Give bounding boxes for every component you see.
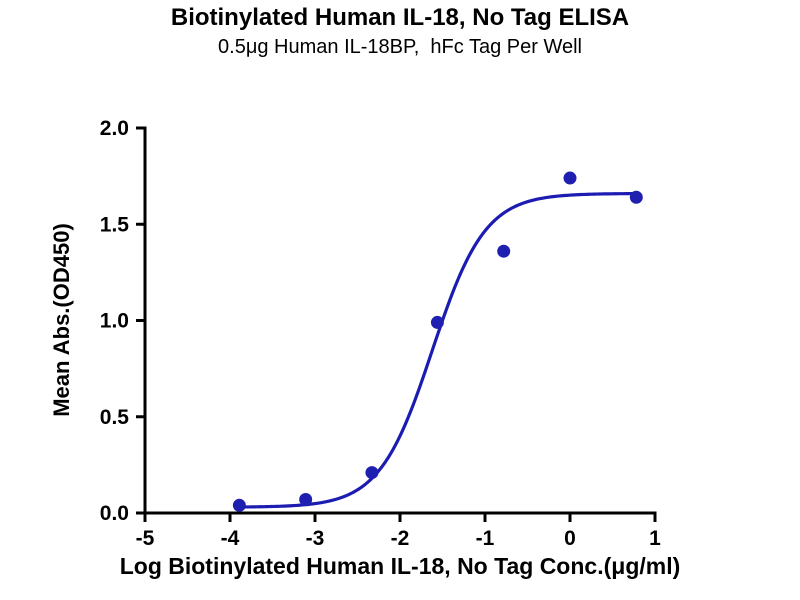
x-tick-label: 1: [649, 527, 661, 550]
x-axis-label: Log Biotinylated Human IL-18, No Tag Con…: [119, 553, 681, 579]
chart-title: Biotinylated Human IL-18, No Tag ELISA: [170, 4, 630, 31]
y-tick-label: 1.0: [100, 310, 129, 333]
y-tick-label: 0.5: [100, 406, 130, 429]
y-tick-label: 1.5: [100, 213, 130, 236]
y-tick-label: 2.0: [100, 117, 129, 140]
x-tick-label: -5: [136, 527, 155, 550]
fit-curve: [239, 191, 637, 509]
data-point: [232, 498, 246, 512]
data-point: [430, 315, 444, 329]
data-point: [629, 190, 643, 204]
data-point: [563, 171, 577, 185]
y-tick-label: 0.0: [100, 502, 129, 525]
data-point: [299, 493, 313, 507]
x-tick-label: -1: [476, 527, 495, 550]
data-point: [365, 466, 379, 480]
chart-subtitle: 0.5μg Human IL-18BP, hFc Tag Per Well: [218, 36, 582, 58]
x-tick-label: -3: [306, 527, 325, 550]
x-tick-label: 0: [564, 527, 576, 550]
x-tick-label: -2: [391, 527, 410, 550]
x-tick-label: -4: [221, 527, 240, 550]
data-point: [497, 244, 511, 258]
